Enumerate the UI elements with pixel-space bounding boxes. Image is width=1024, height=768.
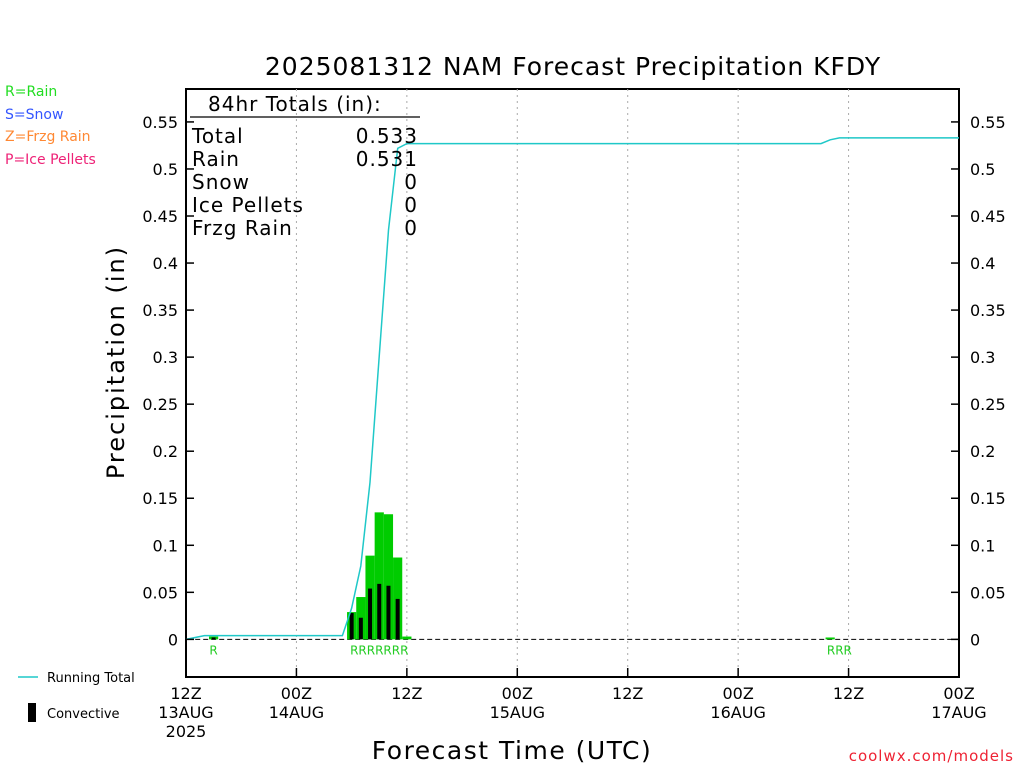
series-legend: Running Total Convective: [18, 671, 135, 722]
y-tick-label: 0.35: [142, 301, 178, 320]
y-tick-label-right: 0.35: [970, 301, 1006, 320]
convective-legend-label: Convective: [47, 707, 120, 722]
x-tick-label: 15AUG: [490, 703, 545, 722]
convective-bar: [358, 617, 363, 640]
rain-bars: [209, 512, 835, 640]
convective-bar: [349, 613, 354, 640]
x-tick-label: 13AUG: [158, 703, 213, 722]
x-tick-label: 14AUG: [269, 703, 324, 722]
convective-bars: [211, 583, 400, 640]
rain-bar: [393, 557, 403, 640]
rain-bar: [374, 512, 384, 640]
legend-ice-pellets: P=Ice Pellets: [5, 152, 96, 168]
y-tick-label: 0.3: [153, 348, 178, 367]
running-total-legend-label: Running Total: [47, 671, 135, 686]
precip-type-legend: R=Rain S=Snow Z=Frzg Rain P=Ice Pellets: [5, 84, 96, 168]
convective-bar: [377, 583, 382, 640]
rain-bar: [383, 514, 394, 640]
x-axis-label: Forecast Time (UTC): [372, 736, 652, 765]
precip-type-label: RRR: [827, 643, 852, 657]
y-tick-label: 0.05: [142, 583, 178, 602]
precip-type-labels: R RRRRRRR RRR: [209, 643, 851, 657]
rain-bar: [402, 636, 412, 640]
y-tick-label: 0.2: [153, 442, 178, 461]
credit-text: coolwx.com/models: [849, 747, 1014, 765]
chart-title: 2025081312 NAM Forecast Precipitation KF…: [265, 52, 881, 81]
x-tick-label: 12Z: [391, 684, 422, 703]
y-tick-label: 0.5: [153, 160, 178, 179]
y-axis-left: 0 0.05 0.1 0.15 0.2 0.25 0.3 0.35 0.4 0.45 0.5 0.55: [142, 113, 194, 649]
x-tick-label: 00Z: [722, 684, 753, 703]
y-tick-label-right: 0.4: [970, 254, 995, 273]
legend-frzg-rain: Z=Frzg Rain: [5, 129, 91, 145]
x-tick-label: 16AUG: [710, 703, 765, 722]
x-tick-label: 00Z: [502, 684, 533, 703]
plot-area: R RRRRRRR RRR: [185, 88, 960, 678]
y-tick-label: 0.1: [153, 536, 178, 555]
gridlines: [295, 89, 850, 677]
precip-type-label: RRRRRRR: [350, 643, 408, 657]
x-tick-label: 00Z: [281, 684, 312, 703]
x-tick-label: 17AUG: [931, 703, 986, 722]
plot-frame: [185, 88, 960, 678]
convective-bar: [211, 637, 216, 640]
convective-bar: [386, 585, 391, 640]
y-tick-label-right: 0.5: [970, 160, 995, 179]
totals-box: 84hr Totals (in): Total 0.533 Rain 0.531 Sno…: [190, 92, 420, 240]
convective-bar: [368, 588, 373, 640]
y-tick-label: 0.55: [142, 113, 178, 132]
x-tick-label: 00Z: [943, 684, 974, 703]
totals-row-label: Snow: [192, 170, 250, 194]
y-tick-label: 0.25: [142, 395, 178, 414]
totals-row-value: 0.533: [356, 124, 418, 148]
y-tick-label-right: 0.45: [970, 207, 1006, 226]
y-tick-label-right: 0.1: [970, 536, 995, 555]
totals-row-label: Total: [191, 124, 244, 148]
x-tick-label: 12Z: [170, 684, 201, 703]
totals-row-value: 0: [404, 170, 418, 194]
y-tick-label: 0: [168, 630, 178, 649]
running-total-line: [185, 137, 959, 641]
y-tick-label-right: 0.55: [970, 113, 1006, 132]
x-tick-label: 12Z: [833, 684, 864, 703]
y-tick-label-right: 0: [970, 630, 980, 649]
y-axis-label: Precipitation (in): [102, 245, 130, 479]
legend-rain: R=Rain: [5, 84, 57, 100]
y-tick-label-right: 0.05: [970, 583, 1006, 602]
y-tick-label-right: 0.2: [970, 442, 995, 461]
y-tick-label-right: 0.3: [970, 348, 995, 367]
totals-row-label: Frzg Rain: [192, 216, 293, 240]
y-axis-right: 0 0.05 0.1 0.15 0.2 0.25 0.3 0.35 0.4 0.45 0.5 0.55: [951, 113, 1006, 649]
y-tick-label-right: 0.25: [970, 395, 1006, 414]
legend-snow: S=Snow: [5, 107, 63, 123]
totals-header: 84hr Totals (in):: [208, 92, 382, 116]
totals-row-value: 0: [404, 193, 418, 217]
x-tick-label: 2025: [166, 722, 207, 741]
convective-bar: [395, 598, 400, 640]
rain-bar: [825, 637, 835, 640]
totals-row-value: 0.531: [356, 147, 418, 171]
x-tick-label: 12Z: [612, 684, 643, 703]
y-tick-label-right: 0.15: [970, 489, 1006, 508]
precip-type-label: R: [209, 643, 217, 657]
totals-row-label: Ice Pellets: [192, 193, 304, 217]
totals-row-value: 0: [404, 216, 418, 240]
y-tick-label: 0.4: [153, 254, 178, 273]
y-tick-label: 0.45: [142, 207, 178, 226]
y-tick-label: 0.15: [142, 489, 178, 508]
convective-legend-swatch: [28, 703, 36, 722]
totals-row-label: Rain: [192, 147, 240, 171]
